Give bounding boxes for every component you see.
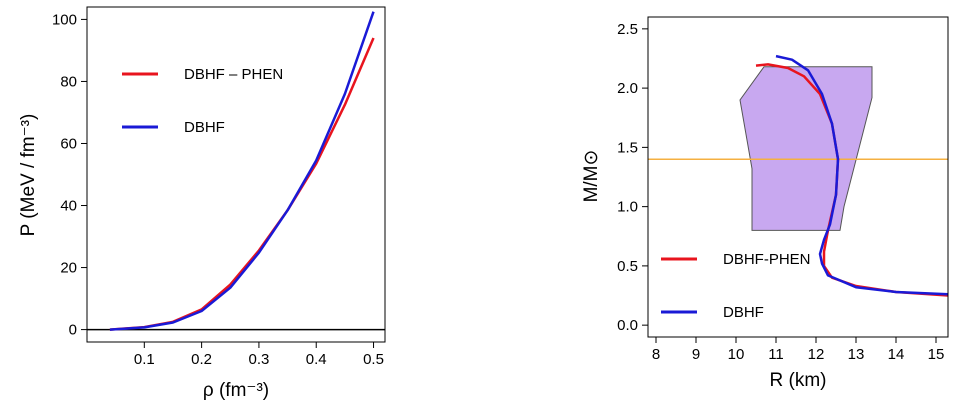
left-y-axis-title: P (MeV / fm⁻³) bbox=[18, 114, 39, 237]
x-tick-label: 0.4 bbox=[306, 351, 327, 368]
x-tick-label: 12 bbox=[808, 346, 825, 363]
series-line-dbhf bbox=[775, 54, 948, 296]
right-plot-frame bbox=[647, 16, 949, 338]
legend-label: DBHF – PHEN bbox=[184, 66, 283, 83]
left-y-axis: 0 20 40 60 80 100 bbox=[52, 11, 87, 339]
constraint-region bbox=[739, 66, 873, 231]
right-x-axis-title: R (km) bbox=[770, 370, 827, 391]
right-y-axis-title: M/M⊙ bbox=[581, 150, 602, 203]
legend-label: DBHF-PHEN bbox=[723, 251, 811, 268]
right-legend: DBHF-PHEN DBHF bbox=[661, 251, 811, 321]
x-tick-label: 15 bbox=[928, 346, 945, 363]
legend-label: DBHF bbox=[184, 119, 225, 136]
right-x-axis: 8 9 10 11 12 13 14 15 bbox=[652, 337, 945, 363]
legend-label: DBHF bbox=[723, 304, 764, 321]
y-tick-label: 2.0 bbox=[617, 80, 638, 97]
y-tick-label: 1.0 bbox=[617, 199, 638, 216]
y-tick-label: 60 bbox=[60, 135, 77, 152]
right-y-axis: 0.0 0.5 1.0 1.5 2.0 2.5 bbox=[617, 21, 648, 334]
y-tick-label: 40 bbox=[60, 198, 77, 215]
left-x-axis-title: ρ (fm⁻³) bbox=[203, 380, 269, 401]
x-tick-label: 9 bbox=[692, 346, 700, 363]
y-tick-label: 1.5 bbox=[617, 139, 638, 156]
x-tick-label: 0.1 bbox=[134, 351, 155, 368]
left-plot-area bbox=[87, 11, 385, 331]
left-x-axis: 0.1 0.2 0.3 0.4 0.5 bbox=[134, 342, 384, 368]
series-line-dbhf bbox=[109, 11, 375, 331]
panel-left: 0.1 0.2 0.3 0.4 0.5 0 20 40 60 80 100 DBHF – PHEN… bbox=[18, 6, 386, 401]
x-tick-label: 10 bbox=[728, 346, 745, 363]
x-tick-label: 0.5 bbox=[363, 351, 384, 368]
y-tick-label: 100 bbox=[52, 11, 77, 28]
x-tick-label: 11 bbox=[768, 346, 784, 363]
x-tick-label: 0.3 bbox=[248, 351, 269, 368]
y-tick-label: 0 bbox=[69, 322, 77, 339]
y-tick-label: 2.5 bbox=[617, 21, 638, 38]
y-tick-label: 0.0 bbox=[617, 317, 638, 334]
x-tick-label: 13 bbox=[848, 346, 865, 363]
y-tick-label: 80 bbox=[60, 73, 77, 90]
left-plot-frame bbox=[86, 6, 386, 343]
x-tick-label: 0.2 bbox=[191, 351, 212, 368]
y-tick-label: 20 bbox=[60, 260, 77, 277]
panel-right: 8 9 10 11 12 13 14 15 0.0 0.5 1.0 1.5 2.0 2.5 DBHF-P… bbox=[581, 16, 949, 391]
x-tick-label: 8 bbox=[652, 346, 660, 363]
x-tick-label: 14 bbox=[888, 346, 905, 363]
y-tick-label: 0.5 bbox=[617, 258, 638, 275]
left-legend: DBHF – PHEN DBHF bbox=[122, 66, 283, 136]
right-plot-area bbox=[648, 54, 948, 297]
